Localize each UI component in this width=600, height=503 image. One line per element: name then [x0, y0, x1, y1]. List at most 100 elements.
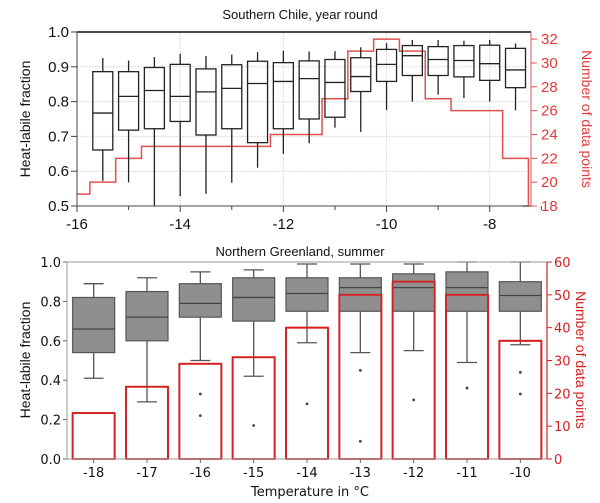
- box-plot: [285, 263, 329, 406]
- box-plot: [246, 52, 269, 168]
- box-iqr: [221, 64, 243, 130]
- y-tick-label: 0.4: [40, 374, 61, 389]
- box-plot: [479, 40, 501, 102]
- box-plot: [117, 60, 140, 183]
- chart-northern-greenland: Northern Greenland, summer 0.0 0.2 0.4 0.6 0…: [17, 244, 589, 500]
- x-tick-label: -17: [136, 466, 157, 481]
- box-plot: [392, 263, 436, 402]
- x-tick-label: -10: [510, 466, 531, 481]
- chart-title: Northern Greenland, summer: [215, 244, 385, 259]
- x-tick-label: -12: [403, 466, 424, 481]
- box-iqr: [375, 48, 398, 83]
- y2-axis-label: Number of data points: [579, 50, 595, 188]
- y2-tick-label: 40: [554, 322, 571, 337]
- box-iqr: [246, 60, 269, 144]
- y-tick-label: 0.0: [40, 453, 61, 468]
- x-tick-label: -16: [190, 466, 211, 481]
- y-tick-label: 0.2: [40, 414, 61, 429]
- box-plot: [338, 263, 382, 443]
- box-plot: [221, 54, 243, 183]
- y-tick-label: 0.8: [40, 295, 61, 310]
- y-tick-label: 0.6: [40, 335, 61, 350]
- outlier-point: [252, 424, 256, 427]
- y-tick-label: 1.0: [40, 256, 61, 271]
- outlier-point: [198, 414, 202, 418]
- y2-tick-label: 18: [541, 198, 558, 215]
- chart-title: Southern Chile, year round: [222, 7, 377, 22]
- count-bar: [498, 339, 543, 460]
- y2-tick-label: 20: [554, 387, 571, 402]
- x-axis-label: Temperature in °C: [250, 485, 369, 500]
- outlier-point: [412, 398, 416, 402]
- y-axis-label: Heat-labile fraction: [17, 61, 33, 178]
- y-tick-label: 0.5: [48, 198, 69, 215]
- y-tick-label: 0.8: [48, 94, 69, 111]
- box-iqr: [195, 68, 217, 136]
- x-tick-label: -14: [296, 466, 317, 481]
- x-tick-label: -8: [483, 216, 496, 233]
- box-iqr: [125, 290, 169, 342]
- y2-tick-label: 30: [554, 355, 571, 370]
- outlier-point: [358, 439, 362, 443]
- y2-tick-label: 0: [554, 453, 562, 468]
- outlier-point: [305, 402, 309, 406]
- y-tick-label: 0.7: [48, 128, 69, 145]
- box-iqr: [445, 271, 489, 312]
- box-plot: [445, 261, 489, 390]
- box-plot: [272, 50, 295, 154]
- outlier-point: [518, 370, 522, 374]
- x-tick-label: -12: [273, 216, 295, 233]
- count-bar: [285, 326, 329, 460]
- box-iqr: [324, 58, 346, 118]
- box-plot: [169, 53, 191, 197]
- y-tick-label: 1.0: [48, 24, 69, 41]
- count-bar: [71, 412, 116, 460]
- box-iqr: [285, 277, 329, 312]
- box-plot: [498, 261, 542, 396]
- y-axis-label: Heat-labile fraction: [17, 302, 33, 419]
- y2-axis-label: Number of data points: [573, 291, 589, 429]
- x-tick-label: -10: [376, 216, 398, 233]
- box-iqr: [453, 44, 475, 78]
- y2-tick-label: 24: [541, 126, 558, 143]
- chart-southern-chile: Southern Chile, year round 0.5 0.6 0.7 0.8 0…: [17, 7, 595, 233]
- x-tick-label: -16: [66, 216, 88, 233]
- x-tick-label: -18: [83, 466, 104, 481]
- box-iqr: [298, 60, 320, 120]
- box-iqr: [143, 66, 166, 130]
- box-plot: [178, 271, 222, 418]
- y2-tick-label: 50: [554, 289, 571, 304]
- count-bar: [178, 362, 223, 460]
- box-plot: [350, 47, 372, 132]
- outlier-point: [465, 386, 469, 390]
- box-iqr: [117, 71, 140, 131]
- outlier-point: [518, 392, 522, 396]
- y2-tick-label: 28: [541, 79, 558, 96]
- outlier-point: [198, 392, 202, 396]
- y2-tick-label: 30: [541, 55, 558, 72]
- box-plot: [401, 40, 423, 102]
- box-iqr: [92, 71, 114, 151]
- box-plot: [427, 40, 449, 95]
- box-iqr: [169, 63, 191, 123]
- box-plot: [125, 277, 169, 403]
- box-plot: [504, 43, 527, 111]
- y2-tick-label: 10: [554, 420, 571, 435]
- y-tick-label: 0.9: [48, 59, 69, 76]
- y2-tick-label: 26: [541, 103, 558, 120]
- box-plot: [375, 43, 398, 110]
- x-tick-label: -13: [350, 466, 371, 481]
- box-plot: [72, 283, 116, 379]
- outlier-point: [358, 368, 362, 372]
- box-iqr: [427, 45, 449, 77]
- box-iqr: [392, 273, 436, 312]
- box-plot: [298, 51, 320, 144]
- y2-tick-label: 60: [554, 256, 571, 271]
- box-plot: [324, 51, 346, 128]
- box-iqr: [401, 44, 423, 77]
- box-iqr: [479, 44, 501, 82]
- box-iqr: [498, 281, 542, 312]
- box-iqr: [178, 283, 222, 318]
- box-iqr: [272, 61, 295, 130]
